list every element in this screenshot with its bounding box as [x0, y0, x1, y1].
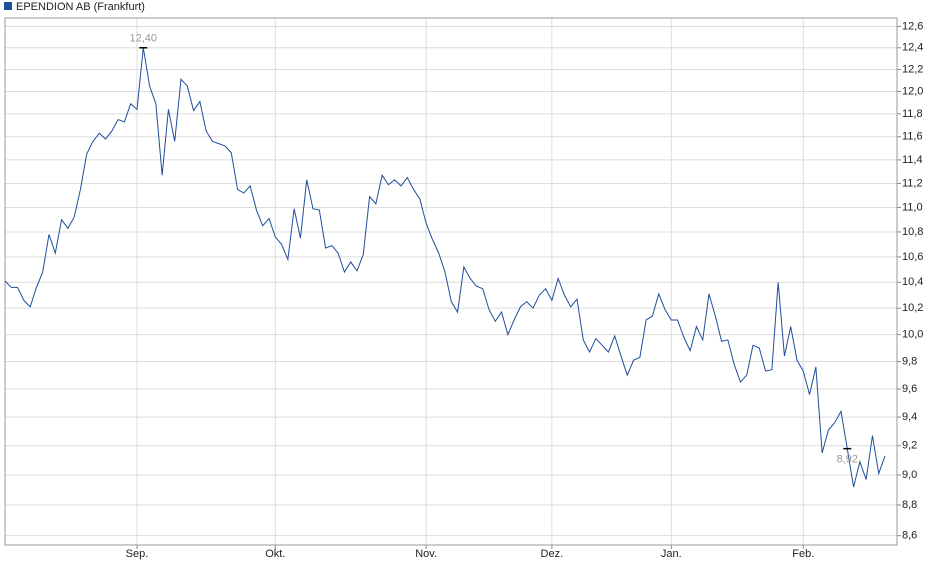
y-tick-label: 11,2	[902, 177, 923, 189]
x-tick-label: Nov.	[415, 548, 437, 560]
extreme-label: 8,92	[837, 454, 858, 466]
legend-label: EPENDION AB (Frankfurt)	[16, 1, 145, 13]
y-tick-label: 9,8	[902, 355, 917, 367]
x-tick-label: Dez.	[541, 548, 564, 560]
legend-swatch	[4, 2, 12, 10]
y-tick-label: 8,6	[902, 530, 917, 542]
y-tick-label: 9,2	[902, 440, 917, 452]
y-tick-label: 12,0	[902, 85, 923, 97]
y-tick-label: 10,0	[902, 328, 923, 340]
y-tick-label: 12,2	[902, 63, 923, 75]
y-tick-label: 11,0	[902, 201, 923, 213]
y-tick-label: 12,4	[902, 42, 923, 54]
y-tick-label: 11,6	[902, 131, 923, 143]
x-tick-label: Jan.	[661, 548, 682, 560]
x-tick-label: Okt.	[265, 548, 285, 560]
x-tick-label: Sep.	[126, 548, 149, 560]
y-tick-label: 12,6	[902, 20, 923, 32]
y-tick-label: 11,4	[902, 154, 923, 166]
y-tick-label: 9,0	[902, 469, 917, 481]
price-line	[4, 47, 886, 488]
y-tick-label: 9,4	[902, 411, 917, 423]
y-tick-label: 10,8	[902, 226, 923, 238]
y-tick-label: 10,4	[902, 276, 923, 288]
y-tick-label: 8,8	[902, 499, 917, 511]
y-tick-label: 9,6	[902, 383, 917, 395]
extreme-label: 12,40	[130, 33, 158, 45]
y-tick-label: 11,8	[902, 108, 923, 120]
y-tick-label: 10,6	[902, 251, 923, 263]
x-tick-label: Feb.	[792, 548, 814, 560]
y-tick-label: 10,2	[902, 302, 923, 314]
